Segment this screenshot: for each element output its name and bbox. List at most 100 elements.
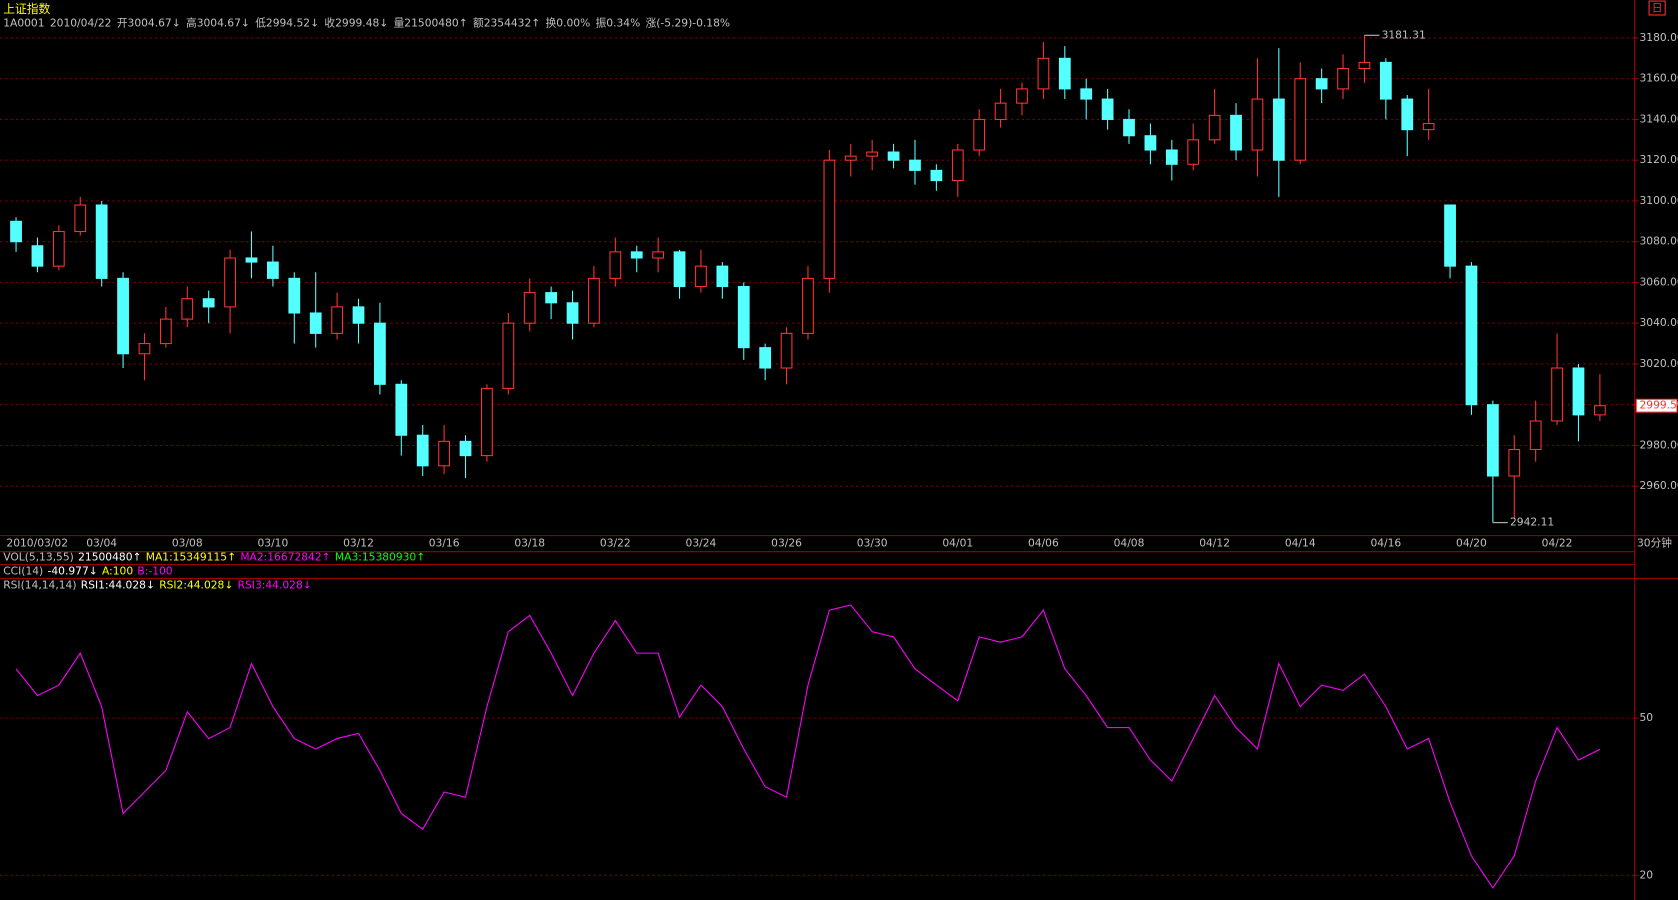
indicator-field: -40.977↓ — [48, 564, 98, 577]
quote-field: 涨(-5.29)-0.18% — [646, 17, 731, 30]
candle-body — [288, 277, 301, 314]
candle-body — [1294, 78, 1307, 161]
indicator-field: RSI1:44.028↓ — [81, 578, 155, 591]
x-tick-label: 03/04 — [86, 537, 117, 550]
indicator-field: RSI(14,14,14) — [3, 578, 76, 591]
candle-body — [74, 204, 87, 233]
quote-field: 高3004.67↓ — [186, 17, 250, 30]
quote-field: 开3004.67↓ — [117, 17, 181, 30]
candle-body — [780, 332, 793, 369]
x-tick-label: 2010/03/02 — [6, 537, 68, 550]
candle-body — [630, 251, 643, 259]
last-price-label: 2999.5 — [1639, 399, 1676, 412]
y-tick-label: 20 — [1639, 868, 1653, 881]
x-tick-label: 03/18 — [514, 537, 545, 550]
candle-body — [1230, 114, 1242, 151]
rsi-line — [15, 604, 1601, 889]
candle-body — [1272, 98, 1285, 161]
candle-body — [523, 292, 536, 324]
x-tick-label: 03/24 — [686, 537, 717, 550]
candle-body — [1422, 122, 1435, 131]
candle-body — [331, 306, 343, 334]
x-tick-label: 03/10 — [257, 537, 288, 550]
x-tick-label: 03/30 — [857, 537, 888, 550]
candle-body — [202, 298, 215, 308]
candle-body — [52, 230, 65, 267]
period-icon-box[interactable] — [1648, 0, 1666, 16]
y-tick-label: 3160.00 — [1639, 72, 1678, 85]
candle-body — [1123, 118, 1135, 137]
candle-body — [566, 302, 579, 324]
x-tick-label: 04/01 — [942, 537, 973, 550]
quote-field: 1A0001 — [3, 17, 44, 30]
candle-body — [844, 155, 857, 161]
y-tick-label: 3140.00 — [1639, 112, 1678, 125]
candle-body — [10, 220, 22, 243]
x-tick-label: 04/14 — [1285, 537, 1316, 550]
candle-body — [1401, 98, 1414, 131]
candle-body — [1058, 57, 1071, 90]
candle-body — [1208, 114, 1221, 141]
candle-body — [737, 285, 750, 349]
y-tick-label: 3100.00 — [1639, 194, 1678, 207]
candle-body — [481, 387, 493, 457]
candle-body — [267, 261, 279, 279]
y-tick-label: 2980.00 — [1639, 438, 1678, 451]
candle-body — [1508, 448, 1521, 477]
y-tick-label: 3060.00 — [1639, 275, 1678, 288]
x-tick-label: 03/08 — [172, 537, 203, 550]
candle-body — [459, 440, 472, 457]
y-tick-label: 3080.00 — [1639, 235, 1678, 248]
candle-body — [652, 251, 665, 259]
candle-body — [951, 149, 964, 182]
candle-body — [695, 265, 707, 288]
quote-info: 1A0001 2010/04/22 开3004.67↓ 高3004.67↓ 低2994.… — [3, 17, 730, 30]
indicator-field: VOL(5,13,55) — [3, 551, 74, 564]
candle-body — [1551, 367, 1563, 422]
candle-body — [1037, 57, 1050, 90]
x-tick-label: 04/16 — [1370, 537, 1401, 550]
candle-body — [1165, 149, 1178, 165]
candle-body — [245, 257, 258, 263]
candle-body — [973, 118, 986, 151]
indicator-header: VOL(5,13,55) 21500480↑ MA1:15349115↑ MA2:16… — [3, 551, 425, 564]
candle-body — [1486, 404, 1499, 477]
candle-body — [545, 292, 558, 304]
indicator-header: CCI(14) -40.977↓ A:100 B:-100 — [3, 564, 173, 577]
indicator-field: CCI(14) — [3, 564, 43, 577]
x-tick-label: 03/16 — [429, 537, 460, 550]
candle-body — [673, 251, 686, 288]
candle-body — [1529, 420, 1542, 451]
x-tick-label: 04/12 — [1199, 537, 1230, 550]
quote-field: 量21500480↑ — [394, 17, 468, 30]
candle-body — [609, 251, 622, 279]
indicator-field: MA2:16672842↑ — [240, 551, 330, 564]
candle-body — [374, 322, 386, 385]
y-tick-label: 3040.00 — [1639, 316, 1678, 329]
candle-body — [1358, 61, 1371, 70]
indicator-field: RSI2:44.028↓ — [159, 578, 233, 591]
x-tick-label: 04/06 — [1028, 537, 1059, 550]
period-label[interactable]: 30分钟 — [1637, 537, 1672, 550]
quote-field: 收2999.48↓ — [324, 17, 388, 30]
candle-body — [31, 245, 44, 267]
candle-body — [138, 343, 151, 355]
quote-field: 低2994.52↓ — [255, 17, 319, 30]
candle-body — [1444, 204, 1456, 267]
candle-body — [759, 347, 772, 369]
candle-body — [1144, 135, 1157, 151]
index-title: 上证指数 — [3, 2, 50, 16]
x-tick-label: 03/22 — [600, 537, 631, 550]
x-tick-label: 04/22 — [1542, 537, 1573, 550]
candle-body — [994, 102, 1007, 120]
candle-body — [1315, 78, 1328, 90]
x-tick-label: 04/20 — [1456, 537, 1487, 550]
period-icon[interactable]: 日 — [1652, 2, 1663, 15]
candle-body — [95, 204, 108, 279]
high-marker: 3181.31 — [1382, 28, 1426, 41]
candle-body — [224, 257, 236, 308]
x-tick-label: 03/26 — [771, 537, 802, 550]
candle-body — [716, 265, 729, 288]
